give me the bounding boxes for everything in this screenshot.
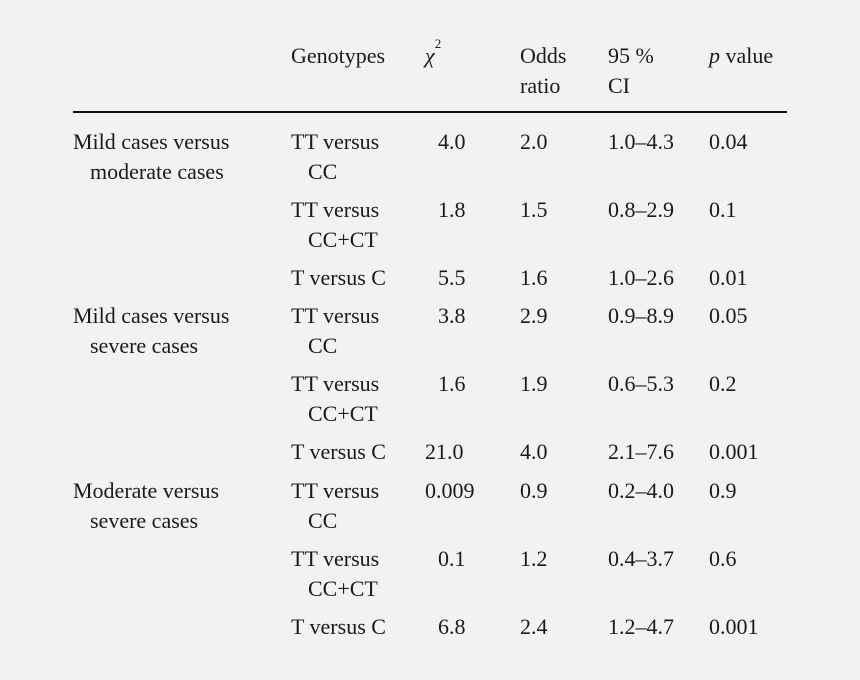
p-value-cell: 0.6 xyxy=(709,546,737,571)
chi-square-cell: 0.1 xyxy=(438,546,466,571)
p-value-cell: 0.001 xyxy=(709,614,759,639)
genotype-line: TT versus xyxy=(291,546,380,571)
genotype-line: T versus C xyxy=(291,265,386,290)
genotype-line: CC xyxy=(308,508,338,533)
genotype-line: CC xyxy=(308,159,338,184)
genotype-cell: T versus C xyxy=(291,612,386,642)
header-odds-line2: ratio xyxy=(520,73,561,98)
chi-square-cell: 0.009 xyxy=(425,478,475,503)
odds-ratio-cell: 1.2 xyxy=(520,546,548,571)
genotype-line: TT versus xyxy=(291,197,380,222)
p-value-cell: 0.05 xyxy=(709,303,748,328)
header-ci-line1: 95 % xyxy=(608,43,654,68)
header-p-word: value xyxy=(720,43,774,68)
header-ci-line2: CI xyxy=(608,73,630,98)
chi-square-cell: 3.8 xyxy=(438,303,466,328)
ci-cell: 0.6–5.3 xyxy=(608,371,674,396)
genotype-cell: TT versus CC+CT xyxy=(291,544,379,604)
ci-cell: 0.8–2.9 xyxy=(608,197,674,222)
odds-ratio-cell: 4.0 xyxy=(520,439,548,464)
header-p-letter: p xyxy=(709,43,720,68)
header-chi-square: χ2 xyxy=(425,37,441,71)
odds-ratio-cell: 2.9 xyxy=(520,303,548,328)
genotype-line: TT versus xyxy=(291,371,380,396)
group-label-line: moderate cases xyxy=(90,159,224,184)
header-ci: 95 % CI xyxy=(608,41,654,101)
header-odds-ratio: Odds ratio xyxy=(520,41,566,101)
odds-ratio-cell: 1.9 xyxy=(520,371,548,396)
genotype-cell: TT versus CC xyxy=(291,301,379,361)
genotype-line: CC+CT xyxy=(308,227,378,252)
chi-square-cell: 1.8 xyxy=(438,197,466,222)
header-genotypes: Genotypes xyxy=(291,43,386,68)
group-label-line: severe cases xyxy=(90,333,199,358)
p-value-cell: 0.9 xyxy=(709,478,737,503)
odds-ratio-cell: 0.9 xyxy=(520,478,548,503)
genotype-line: TT versus xyxy=(291,129,380,154)
group-label-line: severe cases xyxy=(90,508,199,533)
genotype-cell: TT versus CC xyxy=(291,476,379,536)
genotype-line: TT versus xyxy=(291,303,380,328)
group-label: Mild cases versus severe cases xyxy=(73,301,229,361)
chi-square-cell: 1.6 xyxy=(438,371,466,396)
chi-exponent: 2 xyxy=(434,36,442,51)
genotype-cell: TT versus CC+CT xyxy=(291,369,379,429)
genotype-line: CC+CT xyxy=(308,401,378,426)
p-value-cell: 0.2 xyxy=(709,371,737,396)
odds-ratio-cell: 2.0 xyxy=(520,129,548,154)
group-label: Mild cases versus moderate cases xyxy=(73,127,229,187)
p-value-cell: 0.001 xyxy=(709,439,759,464)
genotype-line: T versus C xyxy=(291,614,386,639)
ci-cell: 2.1–7.6 xyxy=(608,439,674,464)
odds-ratio-cell: 2.4 xyxy=(520,614,548,639)
genotype-cell: T versus C xyxy=(291,437,386,467)
group-label-line: Mild cases versus xyxy=(73,129,230,154)
p-value-cell: 0.01 xyxy=(709,265,748,290)
odds-ratio-cell: 1.6 xyxy=(520,265,548,290)
ci-cell: 1.0–2.6 xyxy=(608,265,674,290)
chi-square-cell: 21.0 xyxy=(425,439,464,464)
header-odds-line1: Odds xyxy=(520,43,567,68)
p-value-cell: 0.04 xyxy=(709,129,748,154)
group-label-line: Mild cases versus xyxy=(73,303,230,328)
p-value-cell: 0.1 xyxy=(709,197,737,222)
chi-symbol: χ xyxy=(425,43,435,68)
genotype-line: TT versus xyxy=(291,478,380,503)
ci-cell: 1.0–4.3 xyxy=(608,129,674,154)
genotype-cell: T versus C xyxy=(291,263,386,293)
header-rule xyxy=(73,111,787,113)
ci-cell: 0.4–3.7 xyxy=(608,546,674,571)
genotype-cell: TT versus CC+CT xyxy=(291,195,379,255)
group-label-line: Moderate versus xyxy=(73,478,220,503)
genotype-cell: TT versus CC xyxy=(291,127,379,187)
ci-cell: 0.2–4.0 xyxy=(608,478,674,503)
header-p-value: p value xyxy=(709,41,773,71)
chi-square-cell: 6.8 xyxy=(438,614,466,639)
genotype-line: T versus C xyxy=(291,439,386,464)
chi-square-cell: 4.0 xyxy=(438,129,466,154)
ci-cell: 1.2–4.7 xyxy=(608,614,674,639)
ci-cell: 0.9–8.9 xyxy=(608,303,674,328)
group-label: Moderate versus severe cases xyxy=(73,476,219,536)
odds-ratio-cell: 1.5 xyxy=(520,197,548,222)
genotype-line: CC+CT xyxy=(308,576,378,601)
genotype-line: CC xyxy=(308,333,338,358)
chi-square-cell: 5.5 xyxy=(438,265,466,290)
